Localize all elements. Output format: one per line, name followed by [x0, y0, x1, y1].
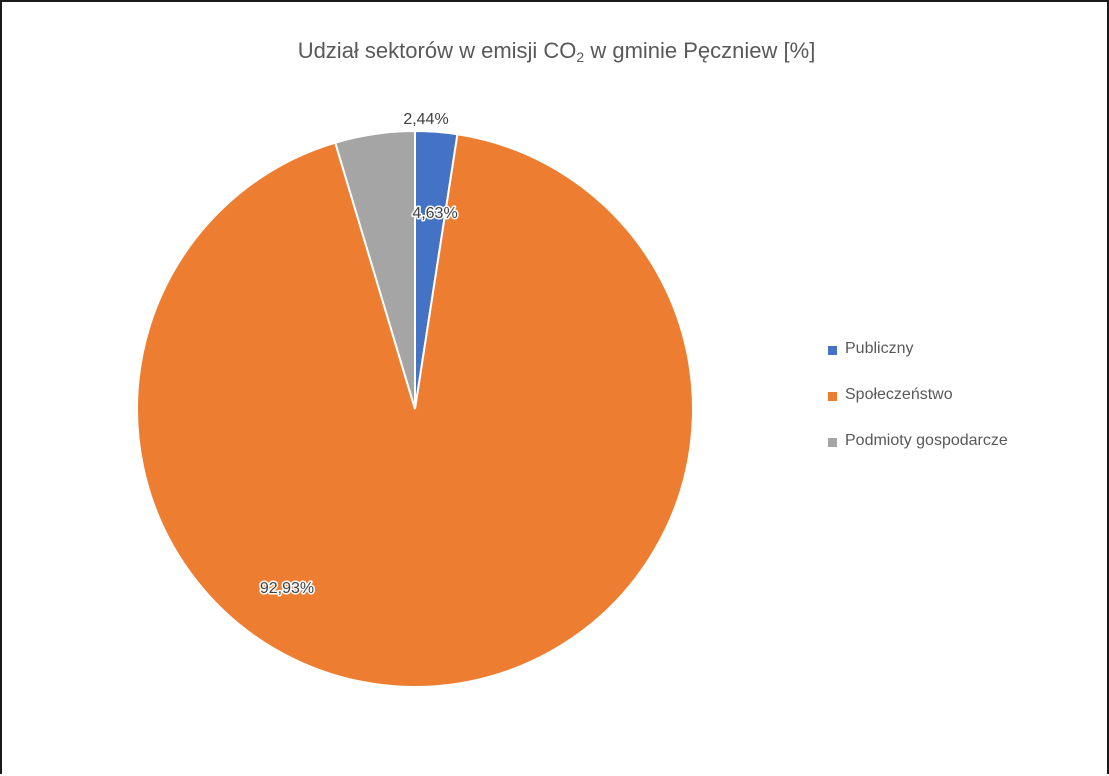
legend-label-podmioty-gospodarcze: Podmioty gospodarcze	[845, 432, 1008, 449]
pie-slice-spoleczenstwo	[136, 133, 694, 688]
chart-title: Udział sektorów w emisji CO2 w gminie Pę…	[2, 38, 1109, 65]
chart-title-subscript: 2	[576, 49, 585, 65]
legend: Publiczny Społeczeństwo Podmioty gospoda…	[828, 340, 1008, 478]
legend-swatch-publiczny	[828, 346, 837, 355]
legend-swatch-podmioty-gospodarcze	[828, 438, 837, 447]
data-label-podmioty-gospodarcze: 4,63%	[412, 205, 457, 222]
data-label-spoleczenstwo: 92,93%	[260, 580, 314, 597]
chart-title-main: Udział sektorów w emisji CO	[297, 38, 577, 63]
pie-slice-podmioty-gospodarcze	[334, 129, 416, 410]
legend-item-spoleczenstwo: Społeczeństwo	[828, 386, 1008, 432]
legend-swatch-spoleczenstwo	[828, 392, 837, 401]
data-label-publiczny: 2,44%	[403, 111, 448, 128]
chart-title-suffix: w gminie Pęczniew [%]	[584, 38, 816, 63]
legend-label-spoleczenstwo: Społeczeństwo	[845, 386, 953, 403]
legend-item-publiczny: Publiczny	[828, 340, 1008, 386]
legend-item-podmioty-gospodarcze: Podmioty gospodarcze	[828, 432, 1008, 478]
legend-label-publiczny: Publiczny	[845, 340, 914, 357]
